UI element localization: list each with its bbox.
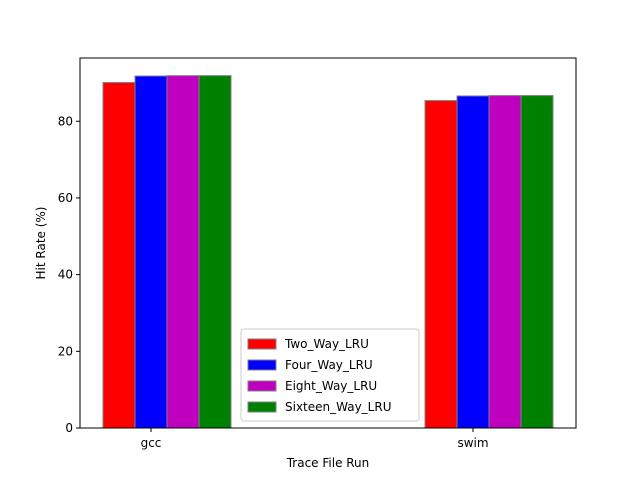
x-axis: gcc swim	[141, 428, 489, 450]
bar-eight-way-lru-gcc	[166, 75, 200, 429]
y-axis-label: Hit Rate (%)	[34, 207, 48, 280]
x-tick-label-swim: swim	[457, 436, 488, 450]
x-tick-label-gcc: gcc	[141, 436, 162, 450]
y-tick-label: 40	[58, 268, 73, 282]
bar-four-way-lru-gcc	[134, 75, 168, 429]
bar-four-way-lru-swim	[456, 95, 490, 429]
bars-group	[102, 75, 554, 429]
legend-swatch-eight-way-lru	[247, 380, 277, 392]
legend: Two_Way_LRU Four_Way_LRU Eight_Way_LRU Sixt…	[240, 328, 420, 422]
legend-swatch-two-way-lru	[247, 338, 277, 350]
legend-label-eight-way-lru: Eight_Way_LRU	[285, 379, 377, 393]
y-tick-label: 60	[58, 191, 73, 205]
legend-swatch-sixteen-way-lru	[247, 401, 277, 413]
plot-area-frame	[79, 57, 577, 429]
y-tick-label: 80	[58, 114, 73, 128]
bar-sixteen-way-lru-gcc	[198, 75, 232, 429]
y-tick-label: 0	[65, 421, 73, 435]
legend-label-sixteen-way-lru: Sixteen_Way_LRU	[285, 400, 392, 414]
bar-two-way-lru-swim	[424, 100, 458, 429]
legend-box	[240, 328, 420, 422]
bar-eight-way-lru-swim	[488, 95, 522, 429]
bar-two-way-lru-gcc	[102, 82, 136, 429]
x-axis-label: Trace File Run	[286, 456, 370, 470]
legend-label-four-way-lru: Four_Way_LRU	[285, 358, 373, 372]
y-axis: 0 20 40 60 80	[58, 114, 80, 435]
legend-swatch-four-way-lru	[247, 359, 277, 371]
legend-label-two-way-lru: Two_Way_LRU	[284, 337, 369, 351]
bar-sixteen-way-lru-swim	[520, 95, 554, 429]
y-tick-label: 20	[58, 344, 73, 358]
